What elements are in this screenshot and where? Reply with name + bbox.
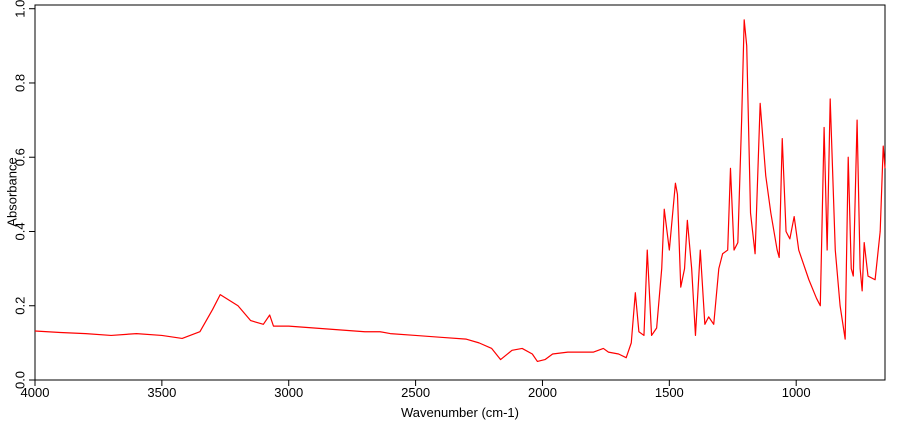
y-tick-label: 0.2 [12, 297, 27, 315]
x-tick-label: 2500 [401, 385, 430, 400]
plot-frame [34, 4, 886, 381]
x-tick-label: 2000 [528, 385, 557, 400]
x-tick-label: 4000 [21, 385, 50, 400]
x-tick-label: 1000 [782, 385, 811, 400]
x-axis-label: Wavenumber (cm-1) [401, 405, 519, 420]
y-tick-label: 0.4 [12, 222, 27, 240]
y-tick-label: 0.8 [12, 74, 27, 92]
x-tick-label: 1500 [655, 385, 684, 400]
y-axis-label: Absorbance [4, 157, 19, 226]
x-tick-label: 3500 [147, 385, 176, 400]
x-tick-label: 3000 [274, 385, 303, 400]
y-tick-label: 1.0 [12, 0, 27, 18]
y-tick-label: 0.0 [12, 371, 27, 389]
spectrum-line [34, 19, 886, 363]
y-tick-label: 0.6 [12, 148, 27, 166]
